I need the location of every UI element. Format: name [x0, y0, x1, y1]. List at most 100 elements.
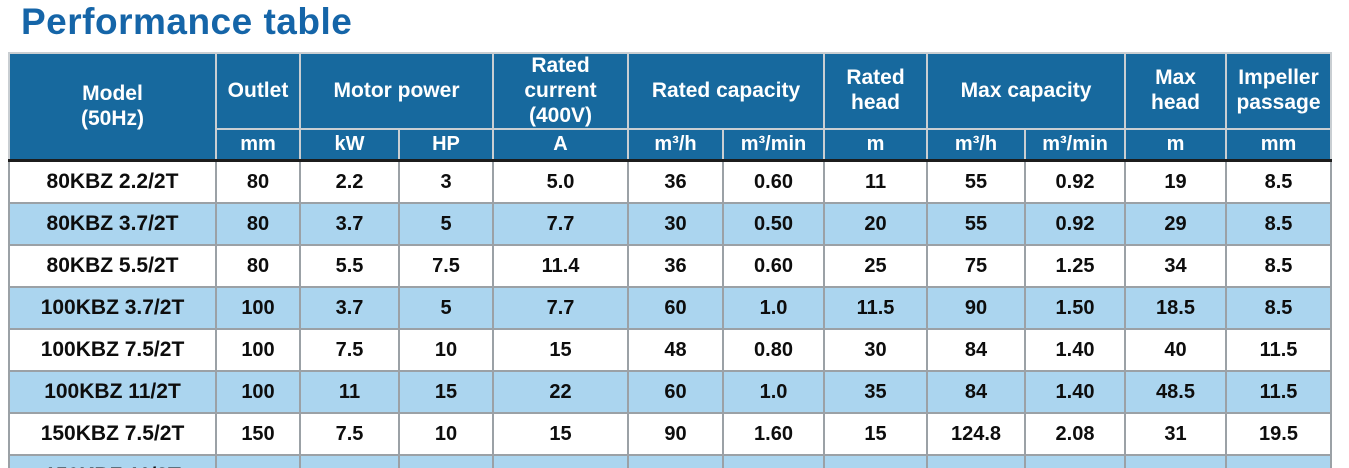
value-cell: 31	[1124, 412, 1228, 457]
value-cell: 7.7	[492, 286, 629, 331]
value-cell: 22	[492, 370, 629, 415]
value-cell: 10	[398, 412, 494, 457]
value-cell: 40	[1124, 328, 1228, 373]
model-cell: 150KBZ 7.5/2T	[8, 412, 217, 457]
unit-rated-head-m: m	[823, 128, 929, 162]
col-header-max-head: Max head	[1124, 51, 1228, 131]
table-body: 80KBZ 2.2/2T 80 2.2 3 5.0 36 0.60 11 55 0.92 19 8.5…	[8, 159, 1333, 468]
value-cell: 100	[215, 286, 301, 331]
value-cell: 5	[398, 286, 494, 331]
col-header-rated-current: Rated current (400V)	[492, 51, 629, 131]
value-cell: 0.80	[721, 328, 826, 373]
value-cell: 8.5	[1225, 202, 1333, 247]
model-cell: 80KBZ 5.5/2T	[8, 244, 217, 289]
value-cell: 124.8	[926, 412, 1027, 457]
value-cell: 11.4	[492, 244, 629, 289]
value-cell: 5.0	[492, 159, 629, 205]
value-cell: 2.45	[1024, 454, 1127, 468]
value-cell: 19.5	[1225, 412, 1333, 457]
table-row: 100KBZ 3.7/2T 100 3.7 5 7.7 60 1.0 11.5 90 1.50 18…	[8, 286, 1333, 331]
value-cell: 84	[926, 328, 1027, 373]
page-title: Performance table	[21, 1, 353, 42]
header-label: Rated capacity	[651, 78, 801, 102]
value-cell: 3	[398, 159, 494, 205]
table-row: 100KBZ 7.5/2T 100 7.5 10 15 48 0.80 30 84 1.40 40 1…	[8, 328, 1333, 373]
header-label: Rated	[846, 66, 905, 90]
value-cell: 15	[492, 412, 629, 457]
value-cell: 10	[398, 328, 494, 373]
header-unit-row: mm kW HP A m³/h m³/min m m³/h m³/min m m…	[9, 128, 1333, 162]
value-cell: 48.5	[1124, 370, 1228, 415]
unit-max-head-m: m	[1124, 128, 1228, 162]
col-header-outlet: Outlet	[215, 51, 301, 131]
value-cell: 0.60	[721, 159, 826, 205]
value-cell: 8.5	[1225, 286, 1333, 331]
value-cell: 1.40	[1024, 328, 1127, 373]
value-cell: 90	[627, 412, 724, 457]
header-label: Outlet	[227, 78, 289, 102]
value-cell: 7.5	[299, 328, 400, 373]
value-cell: 48	[627, 328, 724, 373]
value-cell: 29	[1124, 202, 1228, 247]
unit-max-m3h: m³/h	[926, 128, 1027, 162]
value-cell: 8.5	[1225, 244, 1333, 289]
value-cell: 80	[215, 244, 301, 289]
value-cell: 1.0	[721, 370, 826, 415]
value-cell: 19.5	[1225, 454, 1333, 468]
value-cell: 5.5	[299, 244, 400, 289]
value-cell: 7.7	[492, 202, 629, 247]
value-cell: 55	[926, 159, 1027, 205]
header-label: Rated current	[524, 54, 597, 102]
model-cell: 80KBZ 3.7/2T	[8, 202, 217, 247]
value-cell: 0.50	[721, 202, 826, 247]
value-cell: 150	[215, 454, 301, 468]
table-row: 150KBZ 11/2T1501115221021.70221472.45321…	[8, 454, 1333, 468]
value-cell: 15	[398, 370, 494, 415]
header-label: Max	[1155, 66, 1196, 90]
value-cell: 19	[1124, 159, 1228, 205]
value-cell: 3.7	[299, 286, 400, 331]
header-label: head	[851, 91, 901, 115]
value-cell: 11	[299, 454, 400, 468]
performance-table: Model (50Hz) Outlet Motor power Rated cu…	[8, 51, 1333, 468]
value-cell: 30	[627, 202, 724, 247]
col-header-rated-head: Rated head	[823, 51, 929, 131]
header-label: Motor power	[333, 78, 460, 102]
value-cell: 80	[215, 202, 301, 247]
value-cell: 90	[926, 286, 1027, 331]
value-cell: 60	[627, 286, 724, 331]
value-cell: 80	[215, 159, 301, 205]
value-cell: 1.70	[721, 454, 826, 468]
table-row: 80KBZ 3.7/2T 80 3.7 5 7.7 30 0.50 20 55 0.92 29 8.5	[8, 202, 1333, 247]
value-cell: 7.5	[398, 244, 494, 289]
value-cell: 11	[299, 370, 400, 415]
value-cell: 36	[627, 159, 724, 205]
value-cell: 11.5	[1225, 328, 1333, 373]
header-label: (50Hz)	[80, 106, 144, 130]
value-cell: 147	[926, 454, 1027, 468]
unit-outlet-mm: mm	[215, 128, 301, 162]
unit-rated-m3h: m³/h	[627, 128, 724, 162]
value-cell: 0.92	[1024, 202, 1127, 247]
value-cell: 1.0	[721, 286, 826, 331]
table-row: 150KBZ 7.5/2T 150 7.5 10 15 90 1.60 15 124.8 2.08…	[8, 412, 1333, 457]
value-cell: 15	[823, 412, 929, 457]
value-cell: 75	[926, 244, 1027, 289]
value-cell: 7.5	[299, 412, 400, 457]
table-row: 80KBZ 5.5/2T 80 5.5 7.5 11.4 36 0.60 25 75 1.25 34…	[8, 244, 1333, 289]
value-cell: 36	[627, 244, 724, 289]
value-cell: 8.5	[1225, 159, 1333, 205]
value-cell: 102	[627, 454, 724, 468]
value-cell: 84	[926, 370, 1027, 415]
value-cell: 15	[492, 328, 629, 373]
value-cell: 30	[823, 328, 929, 373]
unit-hp: HP	[398, 128, 494, 162]
value-cell: 25	[823, 244, 929, 289]
model-cell: 100KBZ 11/2T	[8, 370, 217, 415]
col-header-max-capacity: Max capacity	[926, 51, 1127, 131]
value-cell: 18.5	[1124, 286, 1228, 331]
value-cell: 3.7	[299, 202, 400, 247]
value-cell: 150	[215, 412, 301, 457]
value-cell: 2.2	[299, 159, 400, 205]
